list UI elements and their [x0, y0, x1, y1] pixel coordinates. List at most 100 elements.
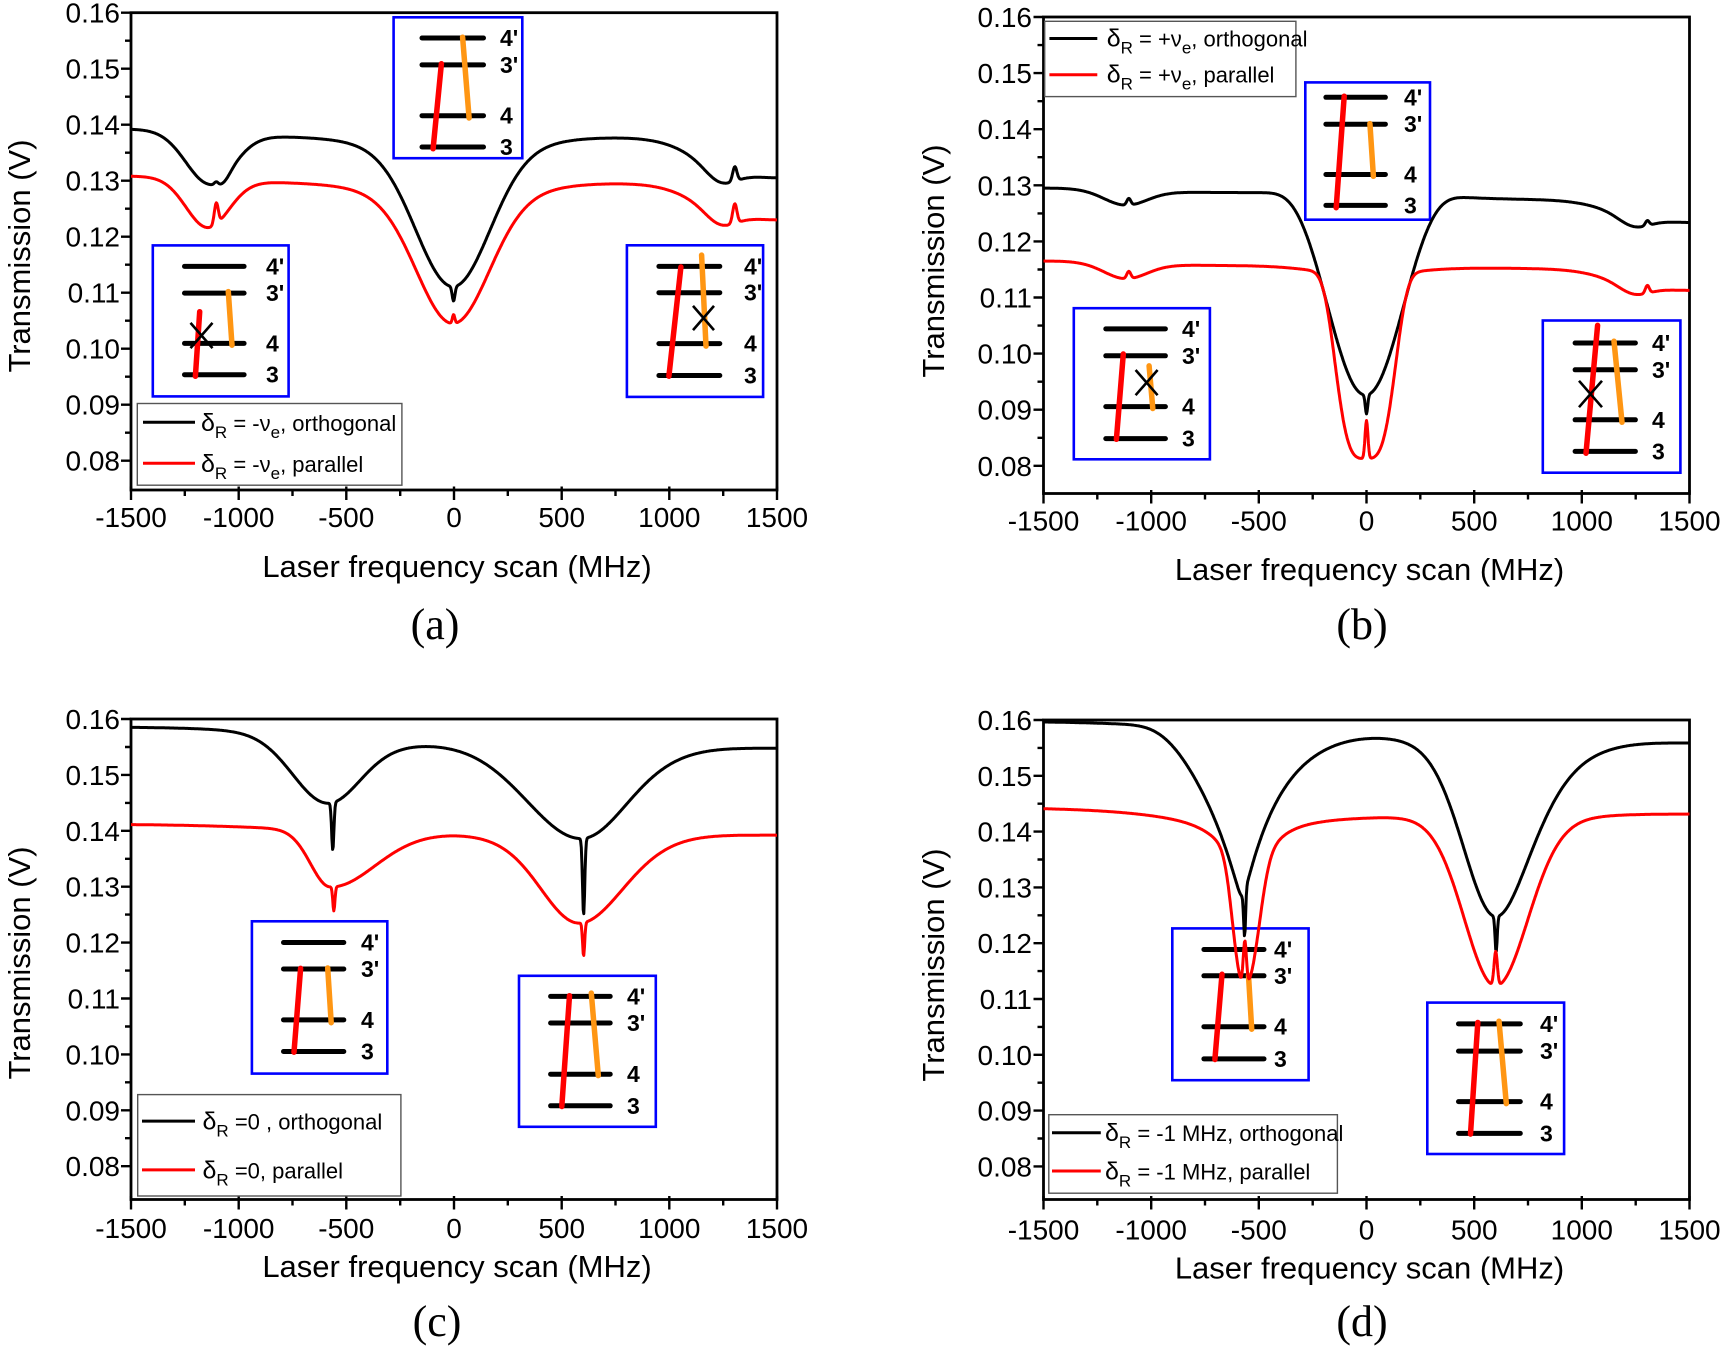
svg-text:3: 3	[1182, 426, 1195, 452]
svg-text:4: 4	[627, 1061, 640, 1087]
svg-text:0.11: 0.11	[980, 283, 1032, 314]
svg-text:0.16: 0.16	[66, 704, 121, 735]
svg-text:-1000: -1000	[203, 502, 275, 533]
svg-text:0.13: 0.13	[978, 170, 1033, 201]
svg-text:1500: 1500	[1658, 1215, 1720, 1246]
svg-text:4': 4'	[1652, 330, 1670, 356]
svg-text:1500: 1500	[1658, 506, 1720, 537]
svg-text:4': 4'	[1540, 1011, 1558, 1037]
svg-text:4: 4	[744, 331, 757, 357]
svg-text:δR =0 , orthogonal: δR =0 , orthogonal	[203, 1108, 383, 1141]
svg-text:0.12: 0.12	[66, 928, 121, 959]
svg-text:3': 3'	[1182, 343, 1200, 369]
svg-text:0: 0	[446, 502, 462, 533]
svg-text:3: 3	[1540, 1120, 1553, 1146]
svg-text:0.12: 0.12	[978, 226, 1033, 257]
svg-text:0.16: 0.16	[66, 0, 121, 29]
svg-text:0.10: 0.10	[978, 339, 1033, 370]
svg-text:-1500: -1500	[1008, 1215, 1080, 1246]
svg-text:0.10: 0.10	[978, 1040, 1033, 1071]
svg-text:4: 4	[361, 1007, 374, 1033]
svg-text:0.13: 0.13	[66, 166, 121, 197]
svg-text:0.14: 0.14	[66, 110, 121, 141]
svg-text:δR = -νe, orthogonal: δR = -νe, orthogonal	[201, 409, 396, 442]
svg-text:3: 3	[1652, 438, 1665, 464]
svg-text:0.14: 0.14	[66, 816, 121, 847]
svg-text:4: 4	[1182, 394, 1195, 420]
svg-text:-1500: -1500	[95, 502, 167, 533]
svg-text:Transmission (V): Transmission (V)	[2, 139, 37, 372]
svg-text:3: 3	[361, 1039, 374, 1065]
svg-text:δR = +νe, parallel: δR = +νe, parallel	[1107, 61, 1275, 94]
svg-text:0: 0	[1359, 1215, 1375, 1246]
svg-text:4: 4	[266, 330, 279, 356]
svg-text:Laser frequency scan (MHz): Laser frequency scan (MHz)	[262, 1249, 651, 1284]
svg-text:4': 4'	[627, 983, 645, 1009]
svg-text:(c): (c)	[413, 1297, 462, 1346]
svg-text:Laser frequency scan (MHz): Laser frequency scan (MHz)	[1175, 1251, 1564, 1286]
svg-text:0.09: 0.09	[978, 1096, 1033, 1127]
svg-text:0.14: 0.14	[978, 817, 1033, 848]
svg-text:4: 4	[1274, 1014, 1287, 1040]
svg-text:3': 3'	[744, 280, 762, 306]
svg-text:0.09: 0.09	[978, 395, 1033, 426]
svg-text:-500: -500	[318, 1213, 374, 1244]
svg-text:(d): (d)	[1336, 1297, 1387, 1346]
svg-text:4: 4	[1652, 407, 1665, 433]
svg-text:0.11: 0.11	[68, 278, 120, 309]
svg-text:1000: 1000	[638, 1213, 700, 1244]
svg-text:-1000: -1000	[203, 1213, 275, 1244]
svg-text:4': 4'	[744, 253, 762, 279]
svg-text:0.15: 0.15	[66, 760, 121, 791]
svg-text:Transmission (V): Transmission (V)	[2, 846, 37, 1079]
svg-text:4: 4	[500, 103, 513, 129]
svg-text:0.13: 0.13	[978, 872, 1033, 903]
svg-text:500: 500	[538, 502, 585, 533]
svg-text:0.12: 0.12	[978, 928, 1033, 959]
svg-text:3': 3'	[1652, 357, 1670, 383]
svg-text:3: 3	[500, 134, 513, 160]
svg-text:3': 3'	[500, 52, 518, 78]
svg-text:0.09: 0.09	[66, 390, 121, 421]
svg-text:4': 4'	[1182, 316, 1200, 342]
svg-text:4: 4	[1540, 1089, 1553, 1115]
svg-text:0.08: 0.08	[66, 446, 121, 477]
svg-text:Transmission (V): Transmission (V)	[916, 144, 951, 377]
svg-text:1500: 1500	[746, 1213, 808, 1244]
svg-text:0.16: 0.16	[978, 705, 1033, 736]
svg-text:-500: -500	[318, 502, 374, 533]
svg-text:0.13: 0.13	[66, 872, 121, 903]
svg-text:3: 3	[1274, 1046, 1287, 1072]
svg-text:Laser frequency scan (MHz): Laser frequency scan (MHz)	[1175, 552, 1564, 587]
svg-text:0.12: 0.12	[66, 222, 121, 253]
svg-text:4': 4'	[361, 930, 379, 956]
svg-text:-500: -500	[1231, 1215, 1287, 1246]
svg-text:0.15: 0.15	[66, 54, 121, 85]
svg-text:0.10: 0.10	[66, 334, 121, 365]
svg-text:500: 500	[1451, 506, 1498, 537]
svg-text:0.11: 0.11	[68, 984, 120, 1015]
svg-text:0.15: 0.15	[978, 58, 1033, 89]
svg-text:0: 0	[446, 1213, 462, 1244]
svg-text:0.10: 0.10	[66, 1039, 121, 1070]
svg-text:0.16: 0.16	[978, 2, 1033, 33]
svg-text:1000: 1000	[1551, 1215, 1613, 1246]
svg-text:0.09: 0.09	[66, 1095, 121, 1126]
svg-text:Laser frequency scan (MHz): Laser frequency scan (MHz)	[262, 549, 651, 584]
svg-text:4': 4'	[1404, 84, 1422, 110]
svg-text:(b): (b)	[1336, 600, 1387, 649]
svg-text:(a): (a)	[411, 600, 460, 649]
svg-text:3': 3'	[1540, 1038, 1558, 1064]
svg-text:-1000: -1000	[1115, 1215, 1187, 1246]
svg-text:3: 3	[627, 1093, 640, 1119]
svg-text:0.15: 0.15	[978, 761, 1033, 792]
svg-text:4': 4'	[266, 253, 284, 279]
svg-text:3': 3'	[266, 280, 284, 306]
svg-text:δR = -1 MHz, orthogonal: δR = -1 MHz, orthogonal	[1105, 1119, 1343, 1152]
svg-text:3': 3'	[361, 956, 379, 982]
svg-text:4': 4'	[1274, 937, 1292, 963]
svg-text:3': 3'	[1274, 963, 1292, 989]
svg-text:4': 4'	[500, 25, 518, 51]
svg-text:-1500: -1500	[95, 1213, 167, 1244]
svg-text:0.08: 0.08	[978, 1151, 1033, 1182]
